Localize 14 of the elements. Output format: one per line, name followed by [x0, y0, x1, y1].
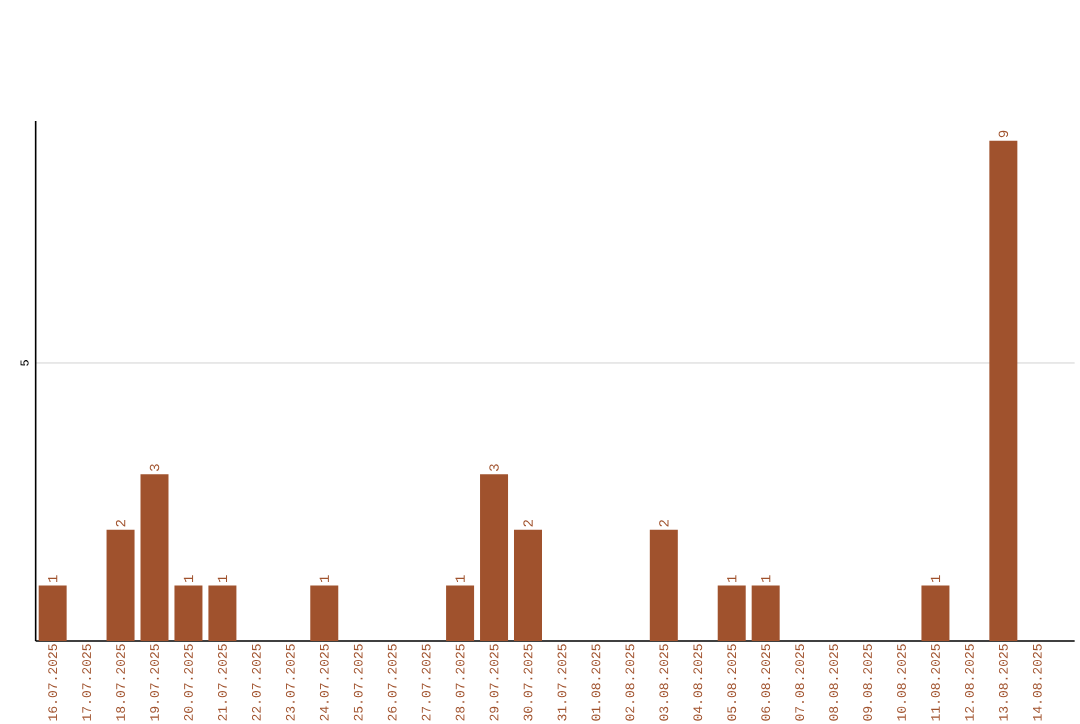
bar [921, 585, 950, 642]
bar [751, 585, 780, 642]
bar [480, 474, 509, 642]
bar [717, 585, 746, 642]
bar [989, 140, 1018, 642]
bar [513, 530, 542, 642]
bar [38, 585, 67, 642]
bar [140, 474, 169, 642]
bar [174, 585, 203, 642]
bar [310, 585, 339, 642]
bar [446, 585, 475, 642]
bar [649, 530, 678, 642]
bar [208, 585, 237, 642]
bar [106, 530, 135, 642]
